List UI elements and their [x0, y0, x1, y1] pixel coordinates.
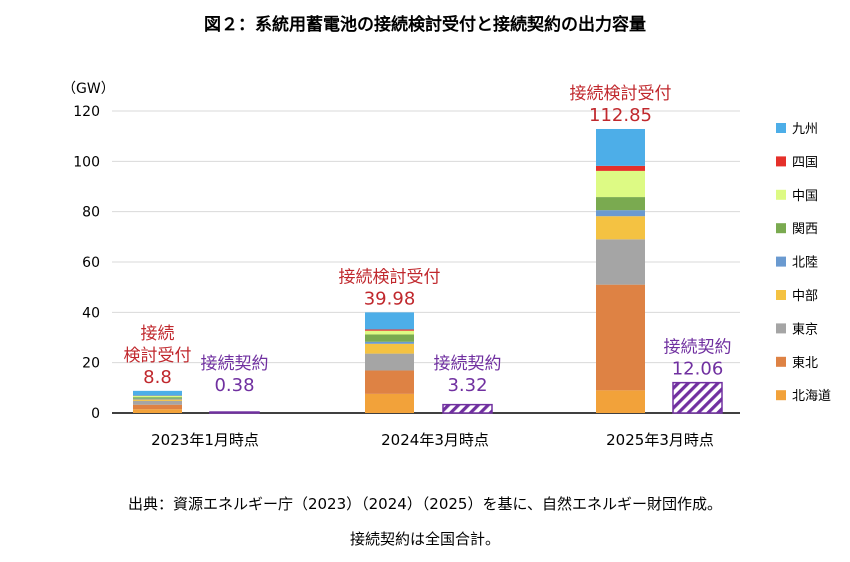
bar-segment-関西	[596, 197, 645, 211]
bar-segment-四国	[365, 329, 414, 331]
legend-label: 中部	[792, 289, 818, 304]
x-tick-label: 2025年3月時点	[606, 431, 714, 449]
legend-label: 九州	[792, 122, 818, 137]
bar-segment-関西	[133, 397, 182, 399]
bar-segment-中部	[365, 343, 414, 354]
review-label: 接続検討受付	[570, 84, 672, 104]
y-tick-label: 80	[82, 205, 100, 221]
contract-label: 接続契約	[201, 354, 269, 374]
bar-segment-北陸	[365, 341, 414, 344]
bar-segment-北陸	[596, 210, 645, 217]
legend-swatch-東京	[776, 323, 786, 334]
y-axis-unit: （GW）	[62, 81, 115, 97]
bar-segment-四国	[596, 165, 645, 171]
bar-segment-東北	[365, 370, 414, 394]
legend-swatch-中国	[776, 189, 786, 200]
legend-label: 北海道	[792, 389, 831, 404]
review-total-label: 39.98	[364, 288, 416, 309]
bar-segment-北海道	[133, 409, 182, 413]
legend-label: 東京	[792, 321, 818, 337]
contract-total-label: 12.06	[672, 359, 724, 380]
legend-label: 東北	[792, 355, 818, 371]
bar-segment-九州	[133, 390, 182, 396]
bar-segment-中国	[133, 395, 182, 398]
review-label: 接続	[141, 324, 175, 344]
contract-bar	[672, 381, 723, 414]
legend-swatch-九州	[776, 123, 786, 133]
legend-swatch-東北	[776, 356, 786, 367]
y-tick-label: 120	[73, 104, 100, 120]
bar-segment-東京	[133, 400, 182, 405]
chart-title: 図２：系統用蓄電池の接続検討受付と接続契約の出力容量	[204, 15, 646, 35]
bar-segment-中部	[596, 216, 645, 240]
legend-label: 中国	[792, 189, 818, 204]
bar-segment-東北	[596, 284, 645, 391]
x-tick-label: 2023年1月時点	[151, 431, 259, 449]
bar-segment-中国	[596, 170, 645, 198]
source-note: 出典：資源エネルギー庁（2023）（2024）（2025）を基に、自然エネルギー…	[127, 495, 723, 513]
contract-bar	[442, 403, 493, 414]
bar-segment-中国	[365, 330, 414, 335]
contract-total-label: 3.32	[447, 375, 487, 396]
legend-swatch-四国	[776, 156, 786, 167]
review-total-label: 8.8	[143, 367, 172, 388]
legend-label: 関西	[792, 222, 818, 237]
bar-segment-中部	[133, 399, 182, 401]
bar-segment-東北	[133, 404, 182, 410]
y-tick-label: 100	[73, 154, 100, 170]
contract-total-label: 0.38	[214, 375, 254, 396]
contract-bar	[209, 411, 260, 414]
bar-segment-北海道	[596, 390, 645, 413]
review-label: 検討受付	[124, 346, 192, 366]
legend-swatch-北陸	[776, 256, 786, 267]
y-tick-label: 40	[82, 305, 100, 321]
y-tick-label: 0	[91, 406, 100, 422]
legend-label: 北陸	[792, 255, 818, 271]
legend-label: 四国	[792, 155, 818, 170]
footnote: 接続契約は全国合計。	[349, 530, 500, 548]
y-tick-label: 20	[82, 356, 100, 372]
bar-segment-北陸	[133, 398, 182, 400]
x-tick-label: 2024年3月時点	[381, 431, 489, 449]
legend-swatch-関西	[776, 223, 786, 234]
bar-segment-関西	[365, 334, 414, 342]
bar-segment-九州	[365, 312, 414, 330]
y-tick-label: 60	[82, 255, 100, 271]
bar-segment-東京	[365, 353, 414, 371]
legend-swatch-中部	[776, 290, 786, 300]
bar-segment-北海道	[365, 393, 414, 413]
contract-label: 接続契約	[434, 354, 502, 374]
bar-segment-東京	[596, 239, 645, 285]
contract-label: 接続契約	[664, 338, 732, 358]
bar-segment-九州	[596, 128, 645, 166]
legend-swatch-北海道	[776, 390, 786, 401]
review-total-label: 112.85	[589, 105, 652, 126]
review-label: 接続検討受付	[339, 267, 441, 287]
